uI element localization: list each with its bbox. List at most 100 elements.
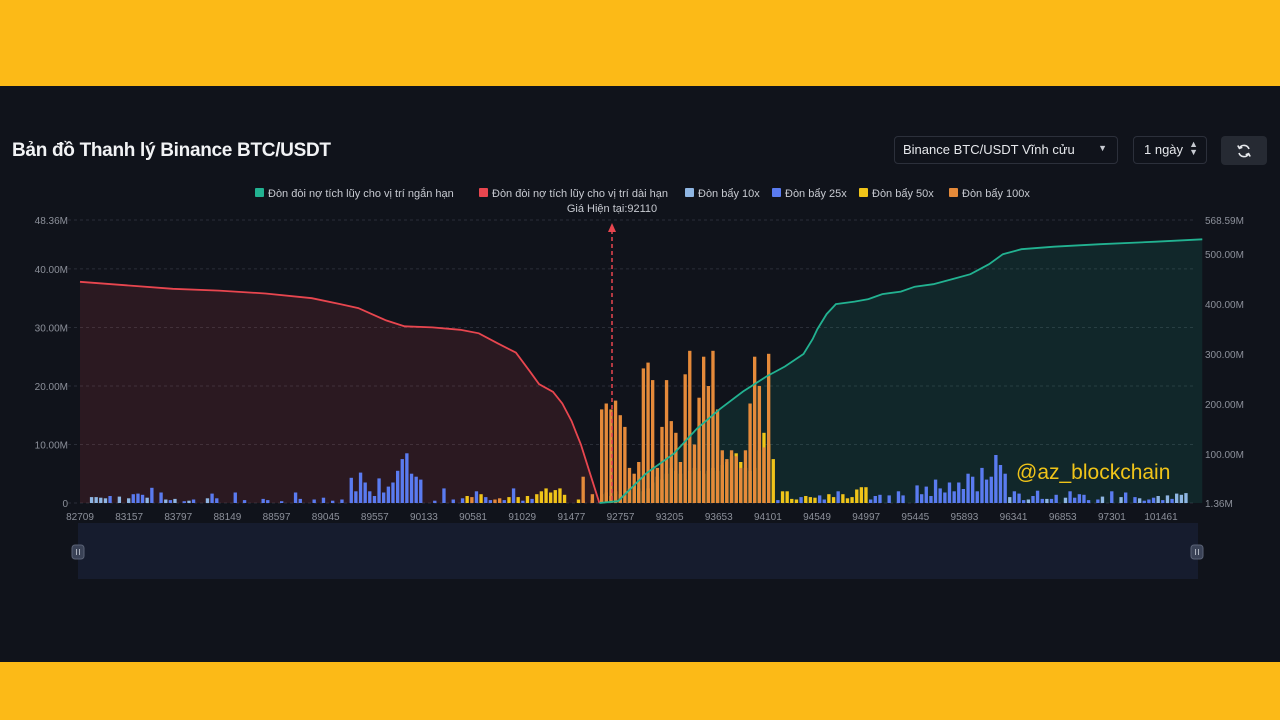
bar-lev25 [409,473,414,503]
bar-lev100 [600,409,604,503]
bar-lev50 [549,492,553,503]
bar-lev25 [414,476,418,503]
bar-lev100 [604,403,608,503]
x-tick: 95445 [901,512,929,523]
bar-lev10 [117,496,122,503]
bar-lev25 [150,487,154,503]
x-tick: 94101 [754,512,782,523]
bar-lev100 [674,432,678,503]
bar-lev100 [739,467,743,503]
bar-lev100 [637,462,641,503]
bar-lev25 [1077,494,1082,503]
bar-lev10 [205,498,210,503]
bar-lev10 [187,500,191,503]
bar-lev25 [1096,499,1100,503]
bar-lev25 [242,500,247,503]
x-tick: 92757 [607,512,635,523]
bar-lev10 [1165,495,1170,503]
bar-lev25 [159,492,163,503]
x-tick: 83797 [164,512,192,523]
bar-lev50 [864,487,868,503]
bar-lev25 [887,495,891,503]
bar-lev100 [757,386,762,503]
bar-lev10 [103,498,108,503]
bar-lev10 [99,497,103,503]
liquidation-chart: Đòn đòi nợ tích lũy cho vị trí ngắn hạn Đ… [35,187,1244,579]
bar-lev25 [929,496,933,503]
bar-lev100 [498,498,502,503]
bar-lev100 [702,356,706,503]
bar-lev25 [502,500,506,503]
bar-lev25 [131,494,135,503]
bar-lev50 [845,498,850,503]
bar-lev10 [173,498,177,503]
bar-lev25 [938,488,942,503]
y-right-tick: 100.00M [1205,450,1244,461]
bar-lev100 [581,476,585,503]
bar-lev25 [1151,497,1156,503]
bar-lev10 [1008,497,1012,503]
bar-lev50 [785,491,789,503]
bar-lev25 [349,477,353,503]
legend-label: Đòn bẩy 10x [698,188,760,200]
period-select-value: 1 ngày [1144,142,1184,157]
y-right-tick: 568.59M [1205,216,1244,227]
bar-lev25 [298,498,302,503]
bar-lev25 [1086,500,1091,503]
period-select[interactable]: 1 ngày ▲ ▼ [1133,136,1207,164]
bar-lev100 [715,409,720,503]
range-navigator[interactable] [71,523,1204,579]
bar-lev25 [474,491,479,503]
bar-lev25 [1012,491,1017,503]
chevron-down-icon: ▼ [1098,143,1107,153]
bar-lev25 [975,491,979,503]
x-tick: 83157 [115,512,143,523]
watermark: @az_blockchain [1016,461,1170,484]
x-tick: 97301 [1098,512,1126,523]
bar-lev25 [358,472,363,503]
navigator-handle-right[interactable] [1190,544,1204,560]
long-cumulative-area [80,281,600,503]
bar-lev10 [1100,496,1105,503]
bar-lev100 [669,421,673,503]
bar-lev100 [493,499,497,503]
bar-lev100 [632,473,636,503]
bar-lev25 [488,500,493,503]
bar-lev50 [525,496,530,503]
bar-lev25 [108,496,112,503]
bar-lev10 [145,497,149,503]
x-tick: 93653 [705,512,733,523]
legend-swatch [859,188,868,197]
refresh-button[interactable] [1221,136,1267,165]
bar-lev10 [1184,493,1188,503]
navigator-handle-left[interactable] [71,544,85,560]
bar-lev25 [947,482,952,503]
bar-lev10 [1175,493,1179,503]
bar-lev100 [651,380,655,503]
bar-lev50 [553,490,557,503]
bar-lev25 [1017,493,1021,503]
bar-lev25 [1040,498,1044,503]
bar-lev50 [841,494,845,503]
bar-lev25 [924,486,928,503]
bar-lev100 [729,450,734,503]
bar-lev25 [391,482,395,503]
bar-lev100 [590,494,595,503]
bar-lev10 [127,498,131,503]
bar-lev100 [692,444,697,503]
bar-lev50 [558,488,562,503]
market-select[interactable]: Binance BTC/USDT Vĩnh cửu ▼ [894,136,1118,164]
bar-lev25 [331,500,335,503]
x-tick: 88597 [263,512,291,523]
bar-lev25 [396,470,400,503]
current-price-marker: Giá Hiện tại:92110 [567,203,657,503]
bar-lev100 [664,380,669,503]
bar-lev25 [1161,500,1165,503]
bar-lev25 [484,497,488,503]
bar-lev100 [609,409,613,503]
bar-lev100 [697,397,701,503]
bar-lev25 [363,482,367,503]
bar-lev25 [1124,492,1128,503]
y-right-tick: 300.00M [1205,350,1244,361]
bar-lev100 [655,467,660,503]
